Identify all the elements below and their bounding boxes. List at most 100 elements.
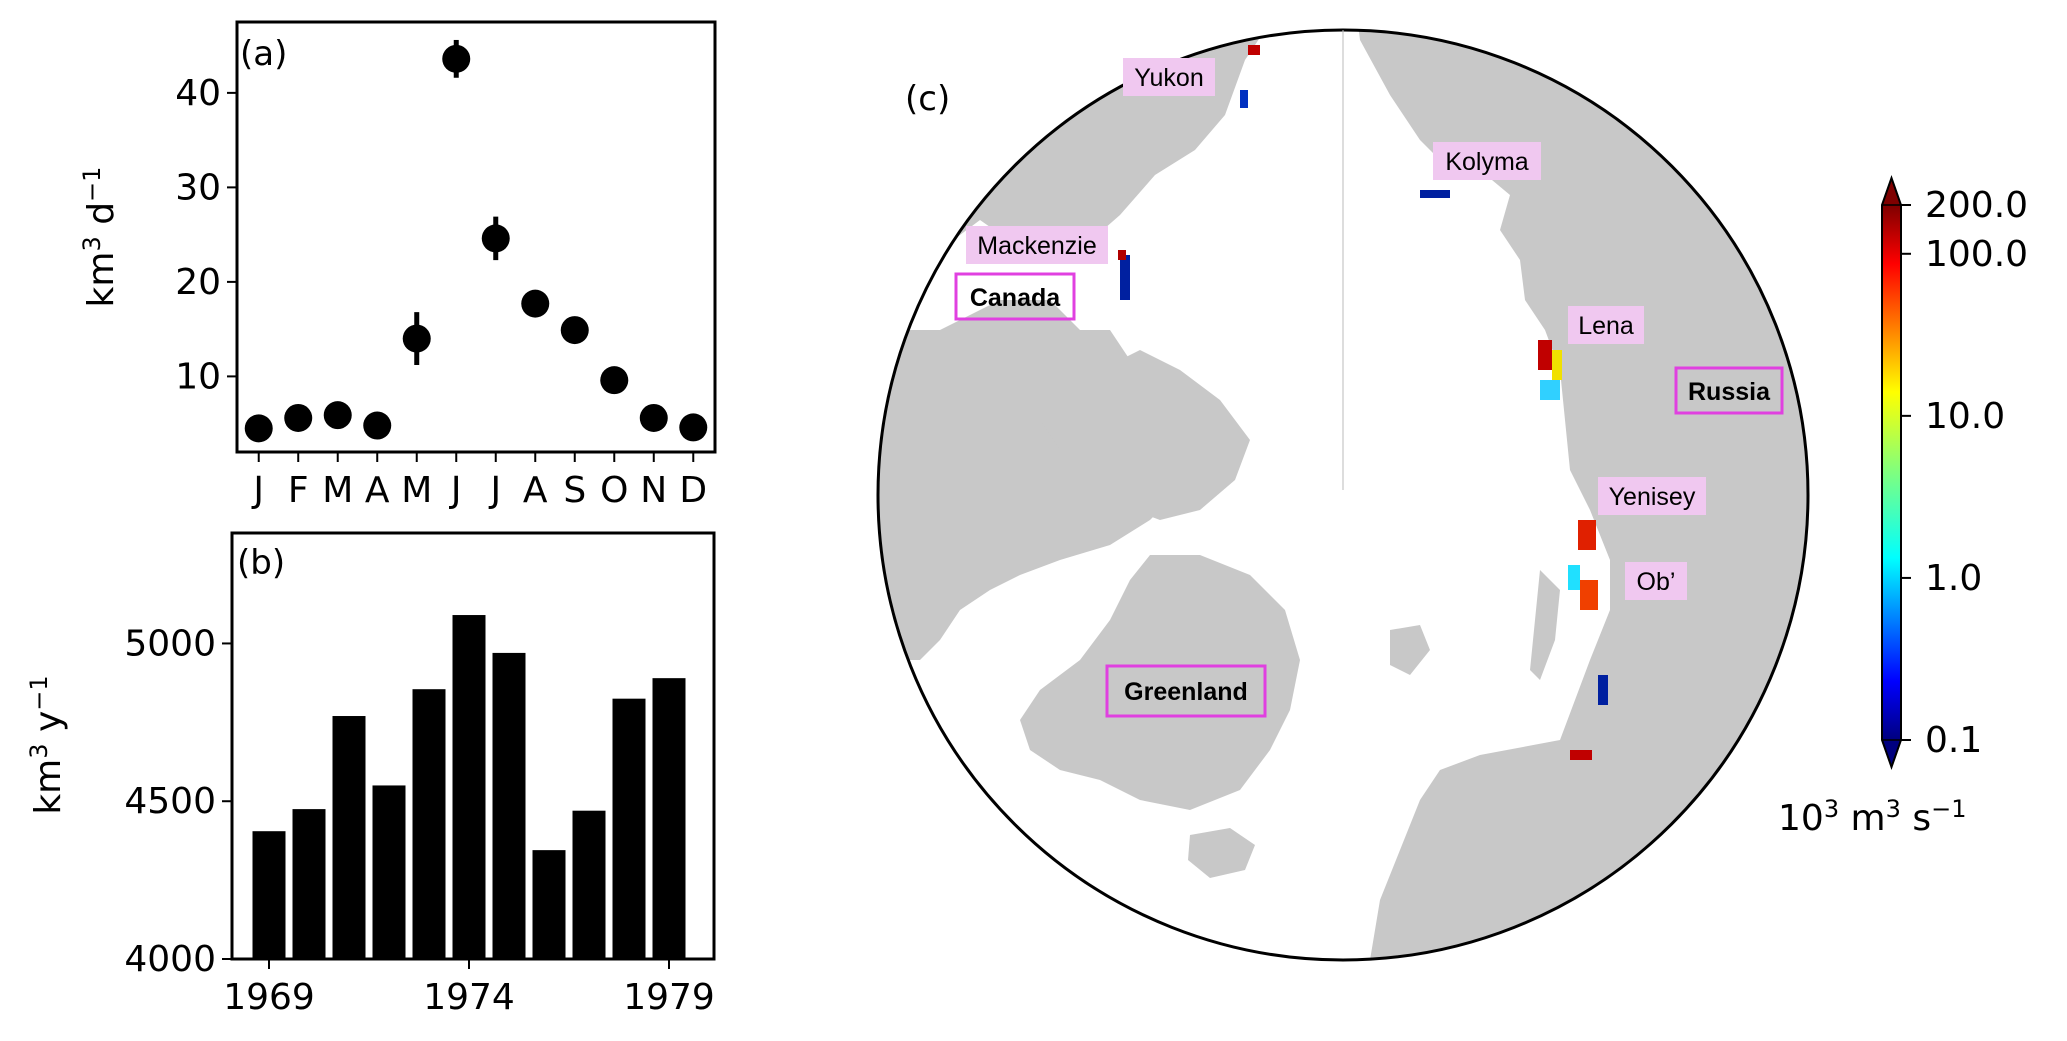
bar [332,716,366,959]
river-label-kolyma: Kolyma [1445,148,1528,176]
discharge-point [1240,90,1248,108]
bar [292,809,326,959]
region-box [1674,366,1784,415]
colorbar-extend-max [1880,175,1903,206]
x-tick-label: M [322,470,353,511]
y-tick-label: 4500 [124,781,216,822]
data-point [363,411,392,440]
data-point [560,316,589,345]
discharge-point [1578,520,1596,550]
panel-a-frame [235,20,717,454]
river-label-yenisey: Yenisey [1609,483,1696,511]
x-tick-label: J [488,470,501,511]
colorbar-tick-label: 10.0 [1925,396,2005,437]
river-label-ob: Ob’ [1637,568,1676,596]
colorbar-tick-label: 1.0 [1925,558,1982,599]
discharge-point [1120,255,1130,300]
land-iceland [1188,828,1255,878]
y-tick-label: 40 [175,73,221,114]
map-discharge-points [1118,45,1608,760]
x-tick-label: 1974 [423,977,515,1018]
river-label-bg [1433,142,1541,180]
discharge-point [1598,675,1608,705]
data-point [442,44,471,73]
data-point [244,414,273,443]
y-tick-label: 10 [175,356,221,397]
panel-a-label: (a) [240,34,287,74]
x-tick-label: O [600,470,628,511]
river-label-bg [1123,58,1215,96]
x-tick-label: M [401,470,432,511]
colorbar: 200.0 100.0 10.0 1.0 0.1 103 m3 s−1 [1778,174,2028,839]
data-point [284,403,313,432]
panel-b-y-axis: 4000 4500 5000 [124,623,232,980]
data-point [481,224,510,253]
colorbar-tick-label: 100.0 [1925,234,2028,275]
x-tick-label: J [449,470,462,511]
x-tick-label: D [679,470,707,511]
land-eurasia [1355,30,1808,960]
river-label-yukon: Yukon [1134,64,1204,92]
bar [452,615,486,959]
colorbar-extend-min [1880,739,1903,770]
y-tick-label: 5000 [124,623,216,664]
river-label-bg [1598,477,1706,515]
bar [572,810,606,959]
x-tick-label: S [563,470,586,511]
bar [412,689,446,959]
data-point [521,289,550,318]
region-label-greenland: Greenland [1124,678,1248,706]
discharge-point [1570,750,1592,760]
colorbar-ticks: 200.0 100.0 10.0 1.0 0.1 [1901,185,2028,761]
discharge-point [1580,580,1598,610]
x-tick-label: J [251,470,264,511]
region-box [954,272,1076,321]
river-label-mackenzie: Mackenzie [977,232,1097,260]
panel-a-y-label: km3 d−1 [78,167,122,308]
panel-b-y-label: km3 y−1 [25,675,69,814]
river-label-bg [1568,306,1644,344]
discharge-point [1540,380,1560,400]
x-tick-label: A [365,470,390,511]
bar [492,652,526,959]
bar [532,850,566,959]
discharge-point [1420,190,1450,198]
data-point [402,324,431,353]
panel-c-map: (c) Yukon Kolyma Mackenzie Lena Yenisey … [876,28,1810,962]
panel-b-x-axis: 1969 1974 1979 [223,959,715,1018]
discharge-point [1538,340,1552,370]
x-tick-label: A [523,470,548,511]
bar [652,678,686,959]
colorbar-tick-label: 0.1 [1925,720,1982,761]
land-svalbard [1390,625,1430,675]
colorbar-tick-label: 200.0 [1925,185,2028,226]
x-tick-label: F [288,470,309,511]
bar [372,785,406,959]
discharge-point [1552,350,1562,380]
y-tick-label: 4000 [124,939,216,980]
y-tick-label: 30 [175,167,221,208]
panel-b: (b) 4000 4500 5000 1969 1974 1979 km3 y−1 [25,531,716,1018]
data-point [323,401,352,430]
x-tick-label: 1979 [623,977,715,1018]
discharge-point [1248,45,1260,55]
data-point [600,366,629,395]
panel-b-bars [252,615,686,959]
colorbar-unit-label: 103 m3 s−1 [1778,795,1966,839]
river-label-bg [966,226,1108,264]
river-label-lena: Lena [1578,312,1634,340]
y-tick-label: 20 [175,262,221,303]
panel-a-y-axis: 10 20 30 40 [175,73,237,397]
discharge-point [1568,565,1580,590]
panel-c-label: (c) [905,79,950,119]
bar [252,831,286,959]
region-label-russia: Russia [1688,378,1771,406]
land-greenland [1020,555,1300,810]
data-point [679,413,708,442]
land-arctic-archipelago [1020,350,1250,520]
panel-b-label: (b) [237,543,285,583]
land-novaya-zemlya [1530,570,1560,680]
